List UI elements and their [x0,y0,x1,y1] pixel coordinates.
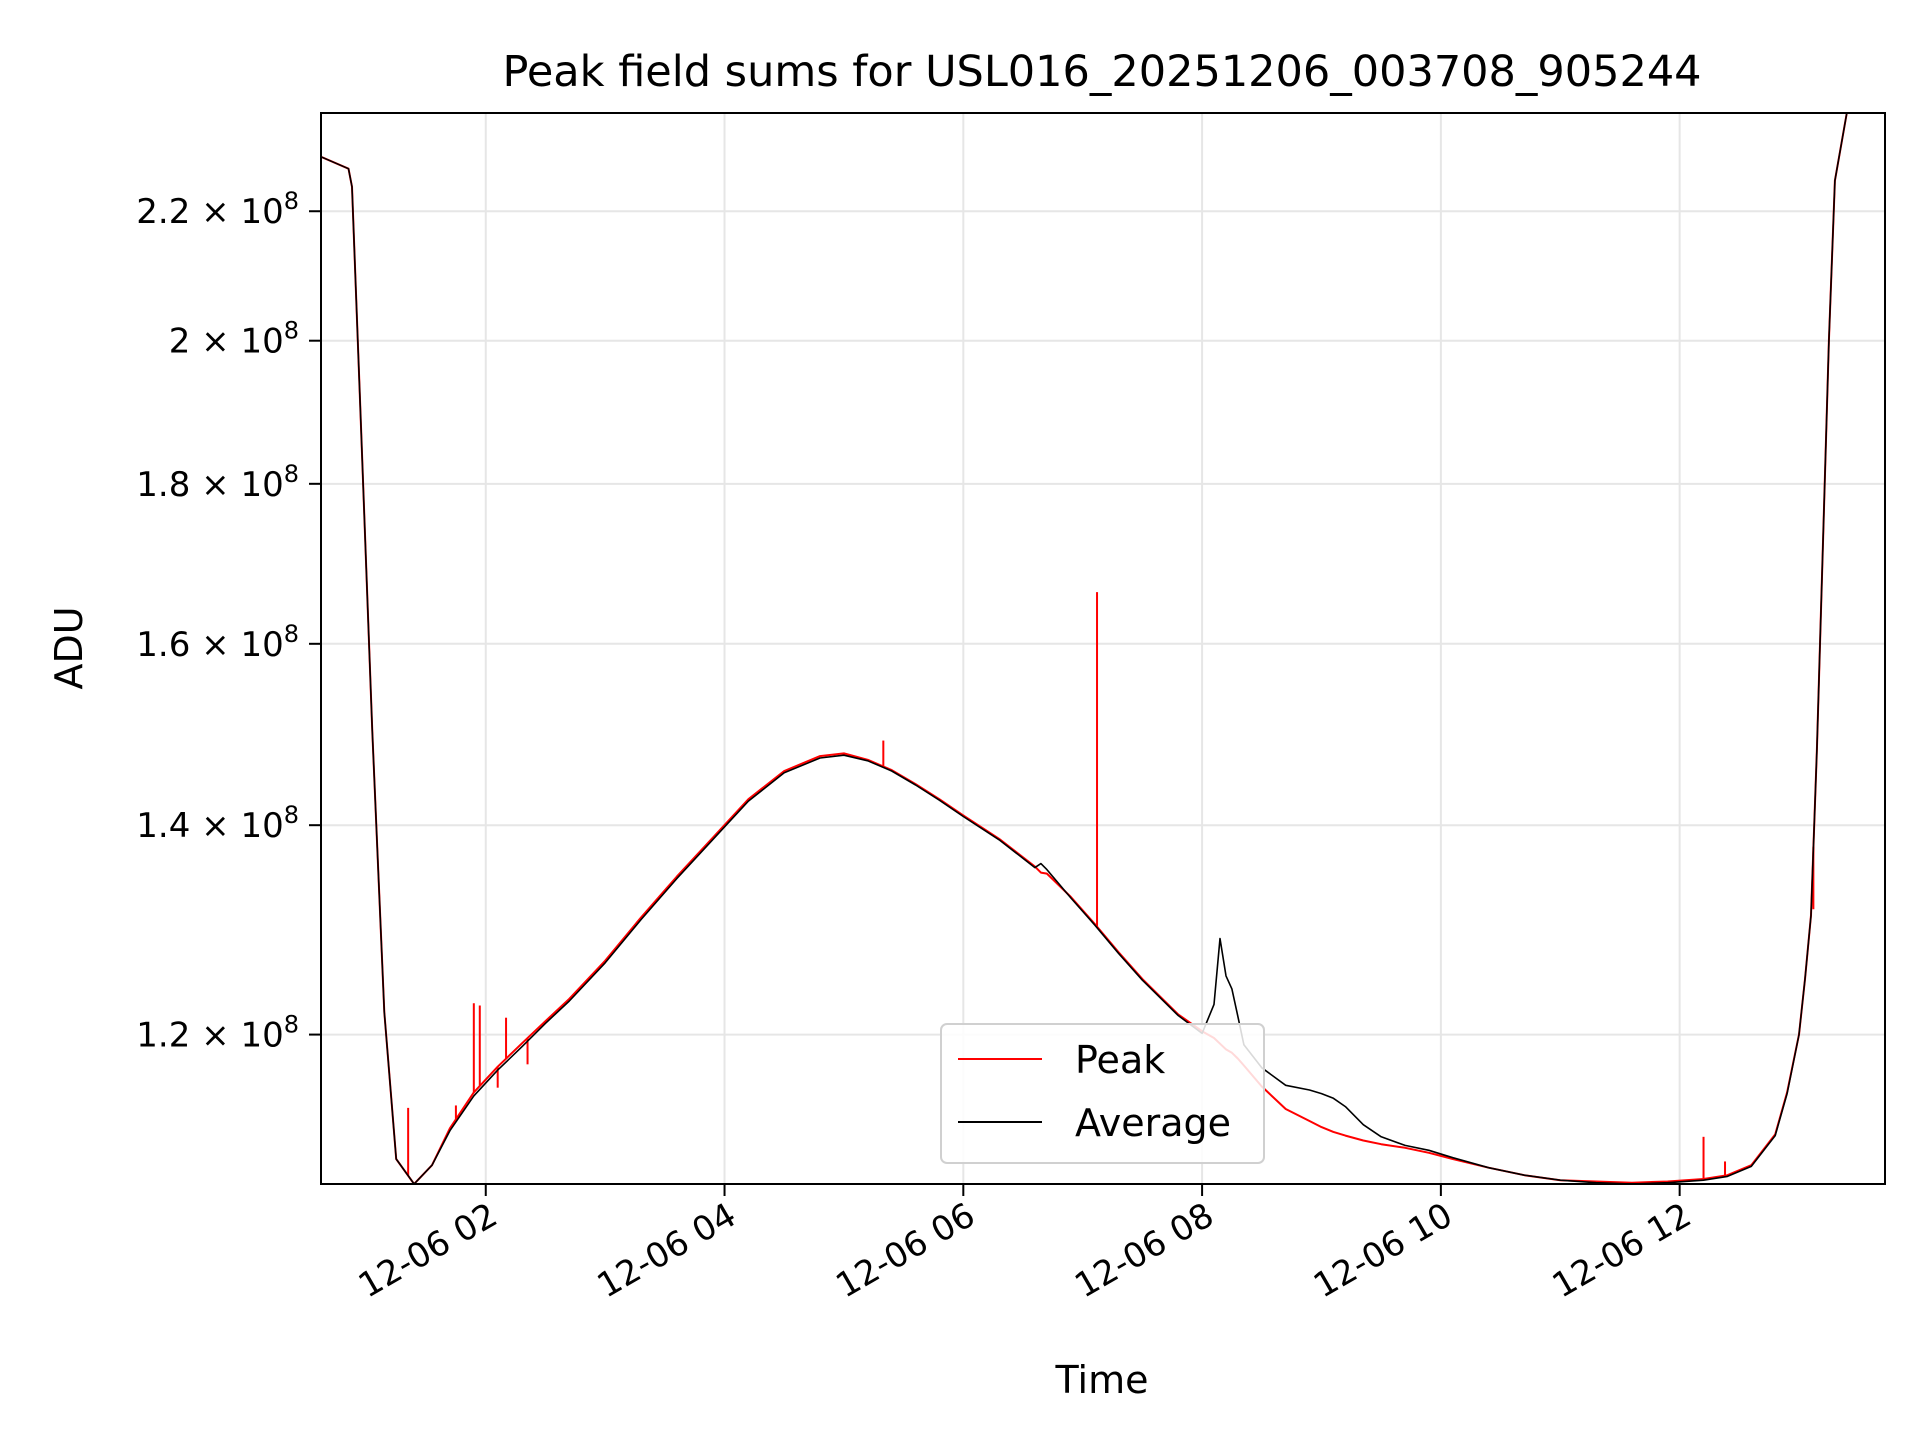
y-tick-label: 1.4 × 108 [136,801,299,846]
series-line-average [321,113,1885,1184]
plot-frame [320,112,1886,1185]
legend: Peak Average [940,1023,1265,1164]
y-tick-label: 1.2 × 108 [136,1011,299,1056]
y-tick-label: 1.8 × 108 [136,460,299,505]
x-axis-label: Time [1055,1358,1149,1402]
chart-title: Peak field sums for USL016_20251206_0037… [502,47,1701,97]
y-axis-label: ADU [47,606,91,689]
grid-lines [321,113,1885,1184]
y-tick-label: 1.6 × 108 [136,620,299,665]
legend-label-peak: Peak [1075,1038,1165,1082]
y-tick-label: 2 × 108 [169,317,299,362]
y-tick-label: 2.2 × 108 [136,187,299,232]
legend-label-average: Average [1075,1101,1231,1145]
y-axis-ticks: 1.2 × 108 1.4 × 108 1.6 × 108 1.8 × 108 2 × … [136,187,321,1056]
